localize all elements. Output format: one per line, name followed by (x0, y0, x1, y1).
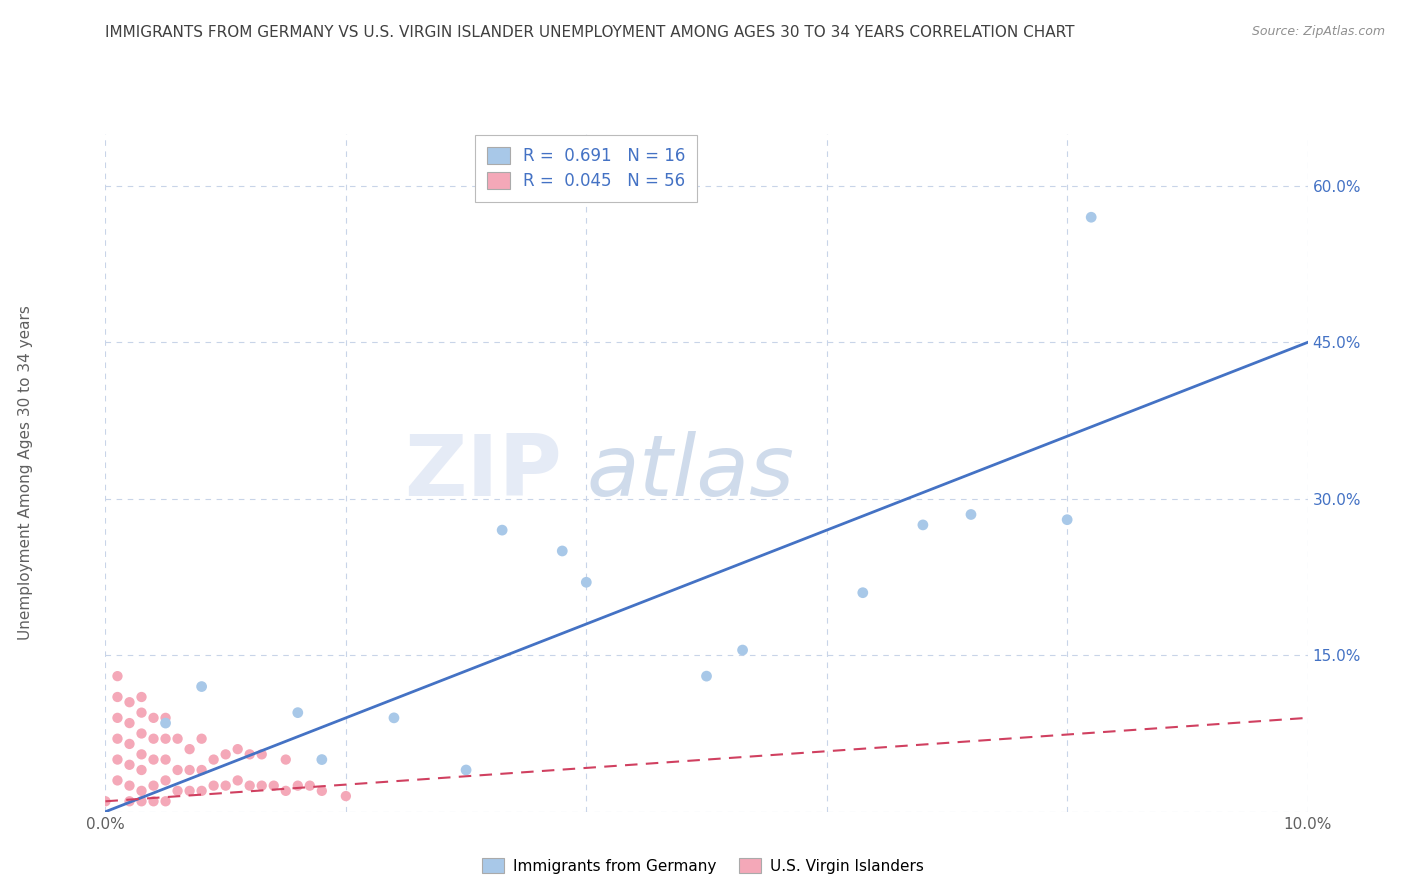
Point (118, 757, 141, 772)
Point (107, 753, 129, 767)
Point (298, 779, 321, 793)
Point (311, 753, 333, 767)
Point (166, 763, 188, 777)
Text: Source: ZipAtlas.com: Source: ZipAtlas.com (1251, 25, 1385, 38)
Point (107, 669, 129, 683)
Point (155, 794, 177, 808)
Point (131, 747, 153, 762)
Point (696, 669, 718, 683)
Point (274, 784, 297, 798)
Point (131, 706, 153, 720)
Point (107, 711, 129, 725)
Point (142, 779, 165, 793)
Legend: Immigrants from Germany, U.S. Virgin Islanders: Immigrants from Germany, U.S. Virgin Isl… (477, 852, 929, 880)
Point (166, 784, 188, 798)
Text: IMMIGRANTS FROM GERMANY VS U.S. VIRGIN ISLANDER UNEMPLOYMENT AMONG AGES 30 TO 34: IMMIGRANTS FROM GERMANY VS U.S. VIRGIN I… (105, 25, 1076, 40)
Point (287, 779, 309, 793)
Point (190, 784, 212, 798)
Point (731, 643, 754, 657)
Point (179, 763, 201, 777)
Point (107, 690, 129, 704)
Point (118, 779, 141, 793)
Text: Unemployment Among Ages 30 to 34 years: Unemployment Among Ages 30 to 34 years (18, 305, 32, 640)
Point (118, 737, 141, 751)
Text: ZIP: ZIP (405, 431, 562, 515)
Point (239, 747, 262, 762)
Point (852, 585, 875, 599)
Point (491, 523, 513, 537)
Point (226, 742, 249, 756)
Point (911, 517, 934, 532)
Point (118, 716, 141, 731)
Point (107, 773, 129, 788)
Point (179, 784, 201, 798)
Point (107, 731, 129, 746)
Point (214, 779, 236, 793)
Point (179, 742, 201, 756)
Point (214, 747, 236, 762)
Point (155, 716, 177, 731)
Point (250, 747, 273, 762)
Point (311, 784, 333, 798)
Point (190, 731, 212, 746)
Point (142, 731, 165, 746)
Point (274, 753, 297, 767)
Point (131, 690, 153, 704)
Point (190, 680, 212, 694)
Point (142, 711, 165, 725)
Point (202, 753, 225, 767)
Point (155, 731, 177, 746)
Point (142, 753, 165, 767)
Point (1080, 211, 1102, 225)
Point (155, 773, 177, 788)
Text: atlas: atlas (586, 431, 794, 515)
Legend: R =  0.691   N = 16, R =  0.045   N = 56: R = 0.691 N = 16, R = 0.045 N = 56 (475, 136, 697, 202)
Point (263, 779, 285, 793)
Point (454, 763, 477, 777)
Point (166, 731, 188, 746)
Point (155, 753, 177, 767)
Point (239, 779, 262, 793)
Point (94, 794, 117, 808)
Point (131, 763, 153, 777)
Point (131, 794, 153, 808)
Point (155, 711, 177, 725)
Point (131, 726, 153, 740)
Point (202, 779, 225, 793)
Point (551, 544, 574, 558)
Point (142, 794, 165, 808)
Point (1056, 513, 1078, 527)
Point (190, 763, 212, 777)
Point (118, 794, 141, 808)
Point (131, 784, 153, 798)
Point (226, 773, 249, 788)
Point (382, 711, 405, 725)
Point (118, 695, 141, 709)
Point (250, 779, 273, 793)
Point (287, 706, 309, 720)
Point (960, 508, 983, 522)
Point (335, 789, 357, 803)
Point (575, 575, 598, 590)
